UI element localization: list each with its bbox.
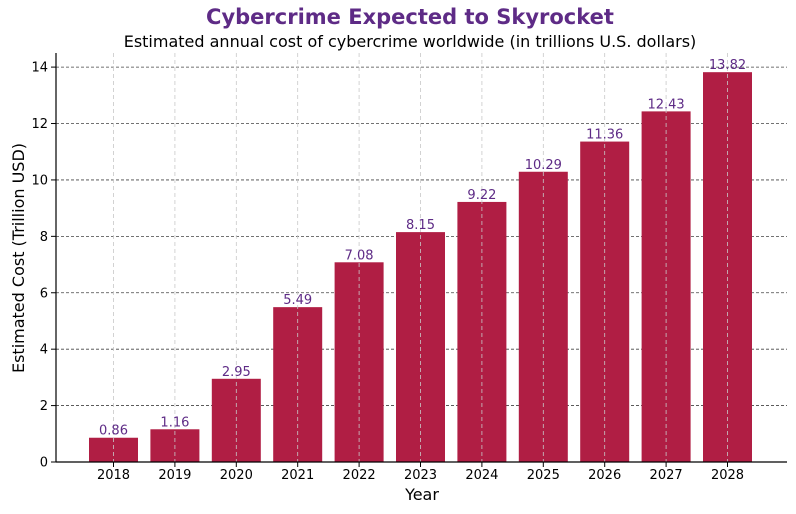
bar-2024 xyxy=(457,201,507,462)
y-tick-label: 14 xyxy=(31,61,48,76)
y-tick-label: 0 xyxy=(40,456,48,471)
data-label: 11.36 xyxy=(586,128,623,143)
data-label: 7.08 xyxy=(345,248,374,263)
bars xyxy=(89,53,752,463)
x-tick-label: 2022 xyxy=(343,468,376,483)
x-tick-label: 2026 xyxy=(588,468,621,483)
x-tick-label: 2025 xyxy=(527,468,560,483)
y-tick-label: 2 xyxy=(40,399,48,414)
x-tick-label: 2023 xyxy=(404,468,437,483)
y-tick-label: 8 xyxy=(40,230,48,245)
data-label: 12.43 xyxy=(647,97,684,112)
y-tick-label: 10 xyxy=(31,173,48,188)
chart-subtitle: Estimated annual cost of cybercrime worl… xyxy=(123,32,697,51)
y-tick-label: 4 xyxy=(40,343,48,358)
x-tick-label: 2021 xyxy=(281,468,314,483)
data-label: 2.95 xyxy=(222,365,251,380)
chart-title: Cybercrime Expected to Skyrocket xyxy=(206,5,614,29)
x-tick-label: 2027 xyxy=(650,468,683,483)
data-label: 0.86 xyxy=(99,424,128,439)
data-label: 10.29 xyxy=(525,158,562,173)
x-tick-label: 2028 xyxy=(711,468,744,483)
data-label: 1.16 xyxy=(160,415,189,430)
data-label: 5.49 xyxy=(283,293,312,308)
data-label: 9.22 xyxy=(467,188,496,203)
data-label: 13.82 xyxy=(709,58,746,73)
x-tick-label: 2020 xyxy=(220,468,253,483)
x-axis-title: Year xyxy=(404,485,439,504)
x-tick-label: 2019 xyxy=(158,468,191,483)
x-tick-label: 2024 xyxy=(465,468,498,483)
y-axis-title: Estimated Cost (Trillion USD) xyxy=(9,143,28,373)
y-tick-label: 12 xyxy=(31,117,48,132)
x-tick-label: 2018 xyxy=(97,468,130,483)
axes: 0 2 4 6 8 10 12 14 2018 2019 2020 2021 2022 2023 2024 2… xyxy=(31,53,787,483)
y-tick-label: 6 xyxy=(40,286,48,301)
data-labels: 0.86 1.16 2.95 5.49 7.08 8.15 9.22 10.29 11.36 12… xyxy=(99,58,746,439)
data-label: 8.15 xyxy=(406,218,435,233)
